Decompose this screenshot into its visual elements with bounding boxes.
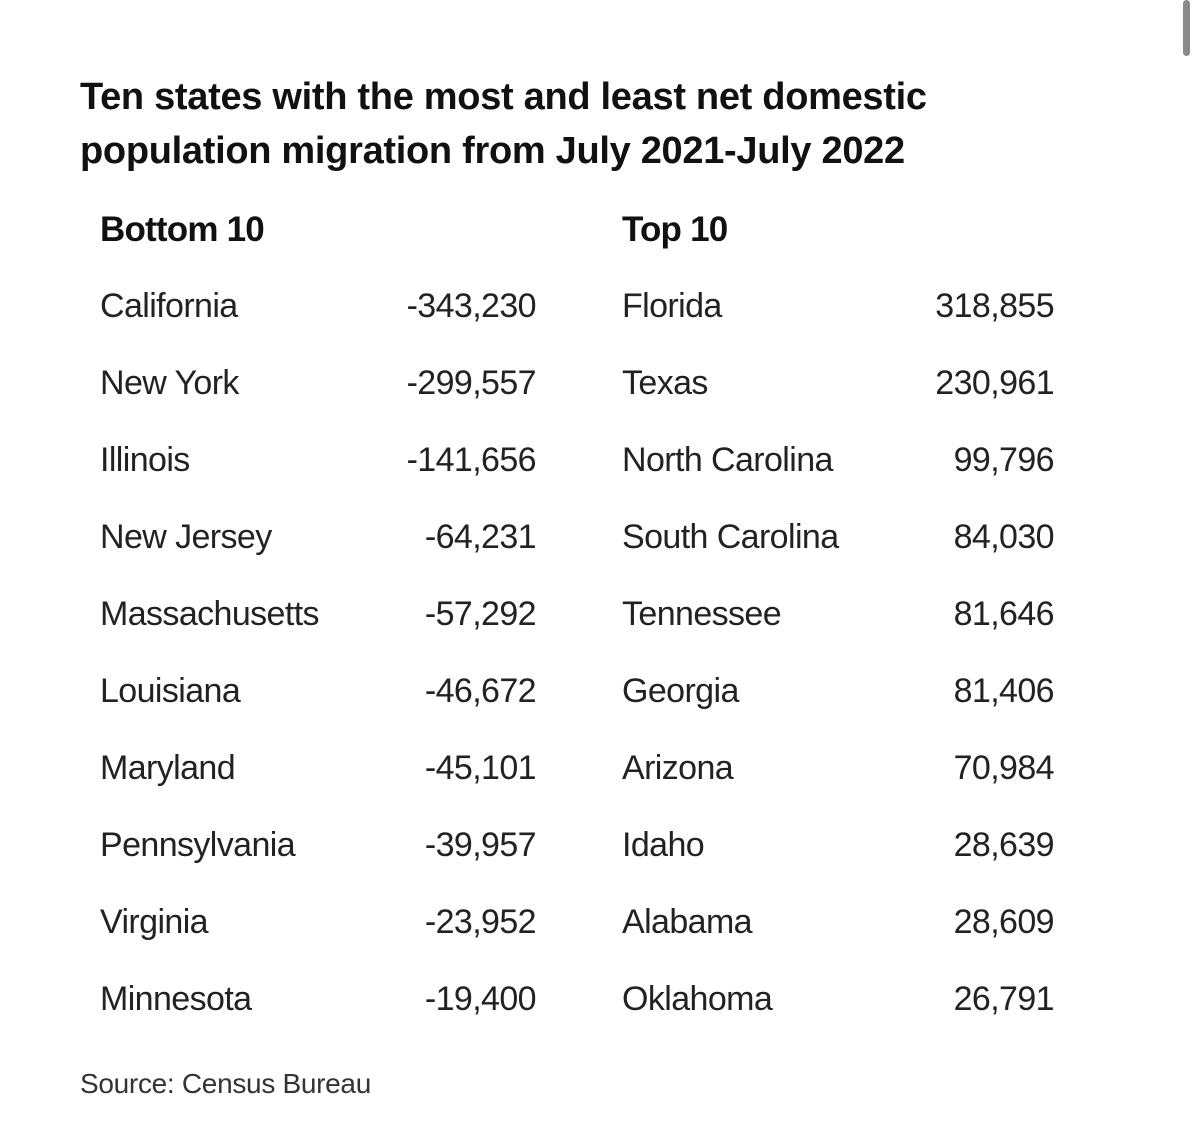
bottom-10-row: Minnesota -19,400: [100, 969, 550, 1029]
top-10-migration-value: 28,609: [953, 903, 1055, 941]
bottom-10-state-name: Pennsylvania: [100, 826, 296, 864]
top-10-migration-value: 28,639: [953, 826, 1055, 864]
top-10-state-name: North Carolina: [622, 441, 833, 479]
top-10-row: Alabama 28,609: [622, 892, 1062, 952]
top-10-row: Oklahoma 26,791: [622, 969, 1062, 1029]
bottom-10-row: California -343,230: [100, 276, 550, 336]
top-10-row: Florida 318,855: [622, 276, 1062, 336]
top-10-migration-value: 99,796: [953, 441, 1055, 479]
bottom-10-state-name: Maryland: [100, 749, 236, 787]
bottom-10-row: Illinois -141,656: [100, 430, 550, 490]
chart-title: Ten states with the most and least net d…: [80, 70, 1080, 178]
bottom-10-state-name: New Jersey: [100, 518, 272, 556]
bottom-10-migration-value: -299,557: [406, 364, 537, 402]
top-10-state-name: Georgia: [622, 672, 739, 710]
top-10-header: Top 10: [622, 210, 728, 249]
bottom-10-row: New Jersey -64,231: [100, 507, 550, 567]
top-10-migration-value: 84,030: [953, 518, 1055, 556]
bottom-10-row: Pennsylvania -39,957: [100, 815, 550, 875]
title-line-2: population migration from July 2021-July…: [80, 130, 905, 172]
bottom-10-state-name: Minnesota: [100, 980, 252, 1018]
scrollbar-handle[interactable]: [1183, 0, 1190, 56]
top-10-row: Arizona 70,984: [622, 738, 1062, 798]
bottom-10-state-name: Louisiana: [100, 672, 241, 710]
bottom-10-row: Virginia -23,952: [100, 892, 550, 952]
bottom-10-migration-value: -46,672: [424, 672, 537, 710]
top-10-state-name: Arizona: [622, 749, 734, 787]
bottom-10-header: Bottom 10: [100, 210, 265, 249]
top-10-migration-value: 318,855: [935, 287, 1054, 325]
title-line-1: Ten states with the most and least net d…: [80, 76, 927, 118]
top-10-state-name: Tennessee: [622, 595, 782, 633]
bottom-10-migration-value: -64,231: [424, 518, 537, 556]
bottom-10-state-name: Massachusetts: [100, 595, 320, 633]
top-10-migration-value: 230,961: [935, 364, 1054, 402]
top-10-migration-value: 81,646: [953, 595, 1055, 633]
bottom-10-migration-value: -343,230: [406, 287, 537, 325]
bottom-10-row: Massachusetts -57,292: [100, 584, 550, 644]
bottom-10-state-name: Illinois: [100, 441, 190, 479]
bottom-10-migration-value: -141,656: [406, 441, 537, 479]
top-10-state-name: Alabama: [622, 903, 753, 941]
top-10-state-name: Texas: [622, 364, 708, 402]
bottom-10-row: Maryland -45,101: [100, 738, 550, 798]
top-10-state-name: South Carolina: [622, 518, 839, 556]
top-10-migration-value: 70,984: [953, 749, 1055, 787]
top-10-row: Georgia 81,406: [622, 661, 1062, 721]
bottom-10-migration-value: -57,292: [424, 595, 537, 633]
top-10-state-name: Idaho: [622, 826, 705, 864]
top-10-row: South Carolina 84,030: [622, 507, 1062, 567]
bottom-10-state-name: California: [100, 287, 238, 325]
bottom-10-migration-value: -45,101: [424, 749, 537, 787]
bottom-10-row: New York -299,557: [100, 353, 550, 413]
bottom-10-row: Louisiana -46,672: [100, 661, 550, 721]
top-10-row: Texas 230,961: [622, 353, 1062, 413]
top-10-row: Tennessee 81,646: [622, 584, 1062, 644]
top-10-row: Idaho 28,639: [622, 815, 1062, 875]
top-10-state-name: Florida: [622, 287, 722, 325]
top-10-migration-value: 81,406: [953, 672, 1055, 710]
top-10-state-name: Oklahoma: [622, 980, 773, 1018]
bottom-10-migration-value: -39,957: [424, 826, 537, 864]
bottom-10-migration-value: -23,952: [424, 903, 537, 941]
bottom-10-state-name: Virginia: [100, 903, 209, 941]
top-10-migration-value: 26,791: [953, 980, 1055, 1018]
source-note: Source: Census Bureau: [80, 1068, 371, 1099]
top-10-row: North Carolina 99,796: [622, 430, 1062, 490]
bottom-10-migration-value: -19,400: [424, 980, 537, 1018]
bottom-10-state-name: New York: [100, 364, 239, 402]
